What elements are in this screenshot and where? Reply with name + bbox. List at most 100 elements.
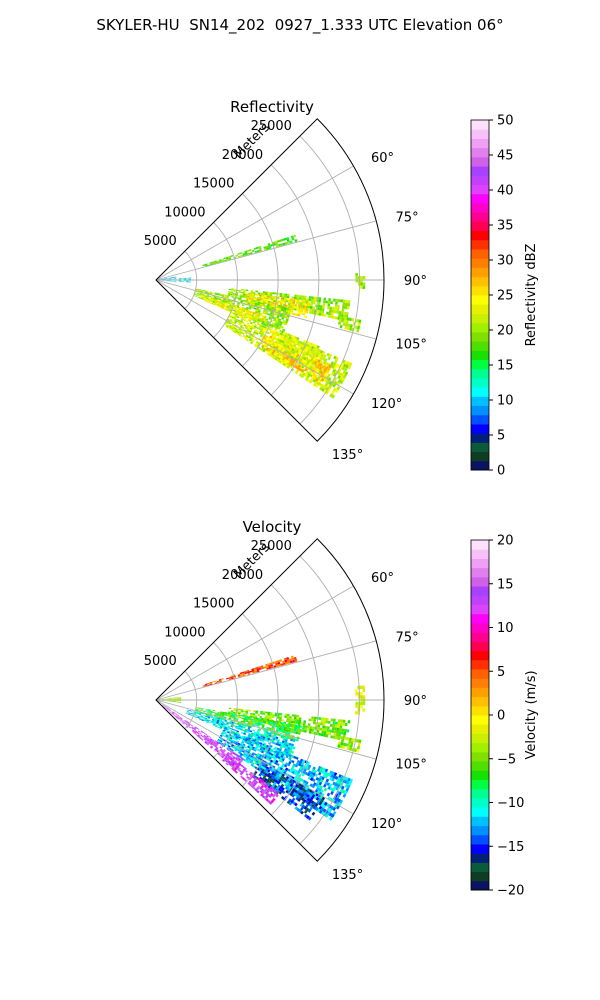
colorbar-segment [471, 558, 489, 569]
colorbar-segment [471, 659, 489, 670]
colorbar-segment [471, 604, 489, 615]
colorbar-tick-label: −15 [497, 840, 524, 855]
colorbar-segment [471, 576, 489, 587]
colorbar-segment [471, 650, 489, 661]
azimuth-line [155, 585, 354, 701]
colorbar-segment [471, 350, 489, 360]
colorbar-segment [471, 129, 489, 139]
azimuth-tick-label: 75° [396, 630, 419, 645]
colorbar-segment [471, 668, 489, 679]
colorbar-segment [471, 696, 489, 707]
azimuth-line [155, 640, 377, 701]
colorbar-segment [471, 687, 489, 698]
reflectivity-frame [155, 118, 385, 442]
colorbar-tick-label: 30 [497, 254, 514, 269]
colorbar-segment [471, 230, 489, 241]
colorbar-segment [471, 248, 489, 259]
colorbar-tick-label: 45 [497, 149, 514, 164]
colorbar-segment [471, 267, 489, 278]
colorbar-segment [471, 156, 489, 167]
azimuth-tick-label: 90° [404, 694, 427, 709]
radial-tick-label: 10000 [164, 625, 205, 640]
colorbar-segment [471, 705, 489, 716]
colorbar-tick-label: 5 [497, 665, 505, 680]
colorbar-tick-label: 35 [497, 219, 514, 234]
velocity-frame [155, 538, 385, 862]
velocity-title: Velocity [243, 518, 302, 536]
colorbar-segment [471, 138, 489, 149]
velocity-colorbar: −20 −15 −10 −5 0 5 10 15 20 [470, 534, 524, 899]
colorbar-segment [471, 423, 489, 434]
colorbar-segment [471, 193, 489, 204]
sector-outline [155, 538, 385, 862]
colorbar-segment [471, 341, 489, 351]
radial-tick-label: 5000 [144, 234, 177, 249]
azimuth-line [155, 165, 354, 281]
colorbar-segment [471, 221, 489, 232]
colorbar-segment [471, 377, 489, 388]
colorbar-segment [471, 807, 489, 817]
echo-region [178, 277, 192, 283]
colorbar-segment [471, 678, 489, 688]
colorbar-tick-label: −5 [497, 752, 516, 767]
colorbar-tick-label: −10 [497, 796, 524, 811]
colorbar-segment [471, 622, 489, 633]
colorbar-tick-label: 0 [497, 709, 505, 724]
colorbar-tick-label: 20 [497, 324, 514, 339]
colorbar-segment [471, 239, 489, 250]
colorbar-segment [471, 816, 489, 827]
reflectivity-panel: Reflectivity 60° 75° 90° 105° 120° 135° 5000 10… [144, 98, 539, 479]
colorbar-segment [471, 451, 489, 462]
colorbar-tick-label: 10 [497, 621, 514, 636]
colorbar-segment [471, 433, 489, 443]
azimuth-tick-label: 75° [396, 210, 419, 225]
azimuth-tick-label: 120° [371, 397, 402, 412]
colorbar-segment [471, 834, 489, 845]
azimuth-line [155, 279, 377, 340]
colorbar-segment [471, 295, 489, 305]
colorbar-segment [471, 405, 489, 416]
colorbar-segment [471, 733, 489, 744]
colorbar-tick-label: 0 [497, 464, 505, 479]
echo-region [202, 655, 298, 688]
radial-tick-label: 20000 [222, 148, 263, 163]
figure-title: SKYLER-HU SN14_202 0927_1.333 UTC Elevat… [96, 16, 504, 34]
azimuth-tick-label: 135° [332, 448, 363, 463]
azimuth-tick-label: 60° [371, 571, 394, 586]
velocity-grid [155, 555, 384, 862]
reflectivity-axis-labels: 60° 75° 90° 105° 120° 135° 5000 10000 15000 20000… [144, 119, 427, 463]
velocity-field [159, 655, 366, 821]
colorbar-tick-label: −20 [497, 884, 524, 899]
sector-outline [155, 118, 385, 442]
colorbar-segment [471, 770, 489, 780]
radial-tick-label: 15000 [193, 177, 234, 192]
colorbar-segment [471, 120, 489, 130]
colorbar-segment [471, 586, 489, 596]
reflectivity-colorbar: 0 5 10 15 20 25 30 35 40 45 50 [470, 114, 514, 479]
azimuth-tick-label: 135° [332, 868, 363, 883]
azimuth-tick-label: 105° [396, 758, 427, 773]
colorbar-segment [471, 613, 489, 624]
colorbar-segment [471, 641, 489, 652]
echo-region [222, 753, 279, 805]
colorbar-segment [471, 549, 489, 559]
colorbar-segment [471, 460, 489, 471]
colorbar-segment [471, 825, 489, 836]
radial-tick-label: 20000 [222, 568, 263, 583]
colorbar-segment [471, 779, 489, 790]
azimuth-line [155, 699, 354, 815]
radial-tick-label: 10000 [164, 205, 205, 220]
colorbar-segment [471, 387, 489, 397]
radial-tick-label: 25000 [251, 119, 292, 134]
colorbar-segment [471, 175, 489, 185]
echo-region [337, 315, 362, 333]
azimuth-line [155, 279, 354, 395]
colorbar-segment [471, 276, 489, 287]
echo-region [201, 295, 266, 325]
azimuth-line [155, 220, 377, 281]
colorbar-segment [471, 862, 489, 873]
colorbar-segment [471, 304, 489, 314]
echo-region [337, 735, 362, 753]
colorbar-segment [471, 595, 489, 605]
colorbar-segment [471, 788, 489, 799]
